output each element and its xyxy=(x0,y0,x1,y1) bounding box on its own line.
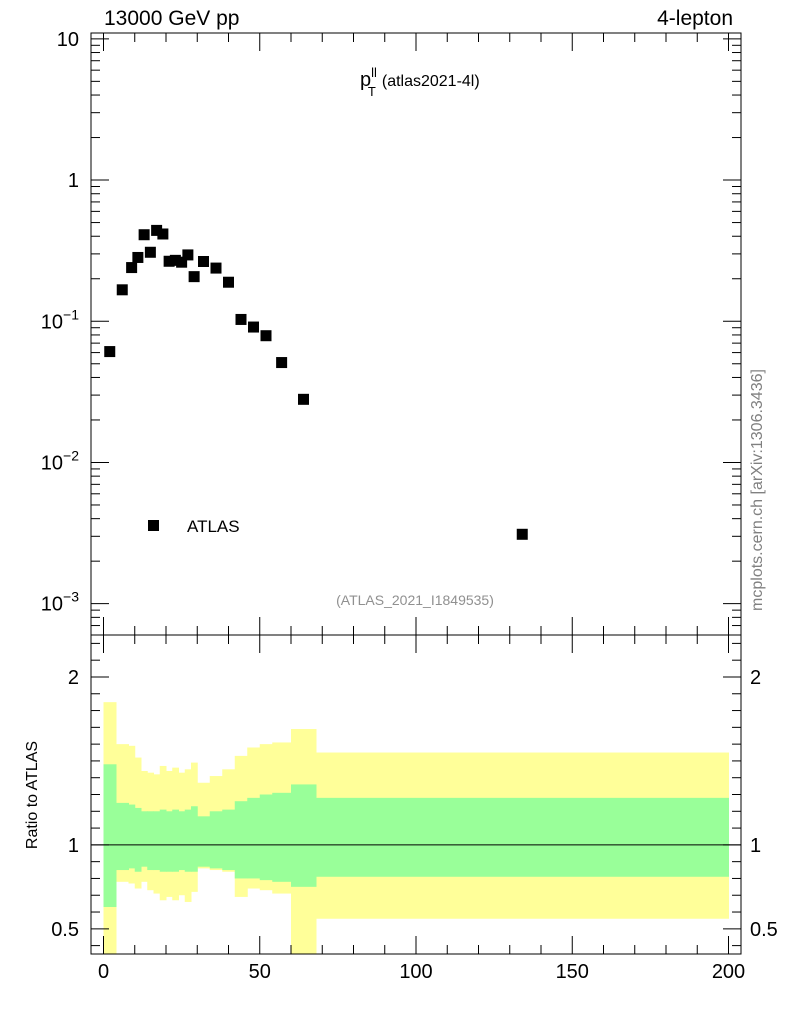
ratio-panel-frame xyxy=(90,634,742,955)
legend-marker-atlas xyxy=(148,520,159,531)
data-point-atlas xyxy=(210,262,222,274)
data-point-atlas xyxy=(182,249,194,261)
legend: ATLAS xyxy=(148,517,240,536)
data-point-atlas xyxy=(126,262,138,274)
ratio-band-inner xyxy=(209,811,223,869)
data-point-atlas xyxy=(132,251,144,263)
y-tick-ratio-label-left: 2 xyxy=(68,667,79,689)
y-tick-label-base: 1 xyxy=(68,170,79,192)
y-tick-label-base: 10 xyxy=(57,29,79,51)
data-point-atlas xyxy=(116,284,128,296)
ratio-band-inner xyxy=(259,794,273,881)
main-panel-frame xyxy=(90,32,742,636)
data-point-atlas xyxy=(223,276,234,288)
ratio-band-inner xyxy=(166,811,173,872)
data-point-atlas xyxy=(157,228,169,240)
ratio-band-inner xyxy=(291,784,317,887)
x-tick-label: 200 xyxy=(712,961,745,983)
data-point-atlas xyxy=(516,528,528,540)
y-tick-label-exponent: −1 xyxy=(63,306,79,322)
ratio-band-inner xyxy=(234,801,248,879)
ratio-band-inner xyxy=(178,811,186,871)
ratio-band-inner xyxy=(134,807,142,872)
data-point-atlas xyxy=(138,229,150,241)
y-tick-ratio-label-left: 1 xyxy=(68,835,79,857)
y-tick-label: 10 xyxy=(57,29,79,51)
data-point-atlas xyxy=(188,271,200,283)
ratio-band-inner xyxy=(141,811,148,867)
ratio-band-inner xyxy=(222,809,236,871)
y-tick-label-base: 10 xyxy=(41,452,63,474)
x-tick-label: 100 xyxy=(399,961,432,983)
y-tick-ratio-label-right: 0.5 xyxy=(750,919,778,941)
ratio-band-inner xyxy=(159,809,167,872)
y-tick-label-base: 10 xyxy=(41,311,63,333)
ratio-band-inner xyxy=(184,809,192,872)
y-tick-ratio-label-right: 1 xyxy=(750,835,761,857)
legend-label-atlas: ATLAS xyxy=(187,517,240,536)
y-tick-label: 10−1 xyxy=(41,306,79,333)
analysis-id-watermark: (ATLAS_2021_I1849535) xyxy=(336,592,494,608)
ratio-band-inner xyxy=(116,802,129,871)
data-point-atlas xyxy=(298,393,309,405)
ratio-band-inner xyxy=(128,804,136,869)
data-point-atlas xyxy=(176,256,188,268)
data-points-layer xyxy=(104,224,528,540)
ratio-bands-layer xyxy=(103,702,729,954)
ratio-band-inner xyxy=(197,816,211,867)
y-tick-ratio-label-left: 0.5 xyxy=(51,919,79,941)
x-tick-label: 150 xyxy=(556,961,589,983)
y-tick-label: 1 xyxy=(68,170,79,192)
y-tick-label-base: 10 xyxy=(41,594,63,616)
title-suffix: (atlas2021-4l) xyxy=(382,73,480,90)
title-superscript: ll xyxy=(371,65,377,80)
title-main: p xyxy=(360,69,371,91)
header-channel-label: 4-lepton xyxy=(657,7,733,30)
y-tick-label-exponent: −3 xyxy=(63,589,79,605)
ratio-band-inner xyxy=(103,764,117,907)
y-tick-ratio-label-right: 2 xyxy=(750,667,761,689)
ratio-band-inner xyxy=(172,809,179,872)
y-tick-label: 10−2 xyxy=(41,447,79,474)
data-point-atlas xyxy=(163,255,175,267)
ratio-band-inner xyxy=(272,792,292,882)
x-tick-label: 0 xyxy=(98,961,109,983)
ratio-y-axis-label: Ratio to ATLAS xyxy=(24,741,41,849)
data-point-atlas xyxy=(260,330,272,342)
title-subscript: T xyxy=(368,84,376,99)
ratio-band-inner xyxy=(247,797,261,879)
data-point-atlas xyxy=(235,313,247,325)
data-point-atlas xyxy=(248,321,259,333)
header-energy-label: 13000 GeV pp xyxy=(104,7,240,30)
data-point-atlas xyxy=(104,346,116,358)
ratio-band-inner xyxy=(316,797,729,877)
data-point-atlas xyxy=(144,246,156,258)
data-point-atlas xyxy=(151,224,163,236)
data-point-atlas xyxy=(276,357,288,369)
data-point-atlas xyxy=(198,255,209,267)
ratio-band-inner xyxy=(191,806,198,872)
y-tick-label: 10−3 xyxy=(41,589,79,616)
x-tick-label: 50 xyxy=(249,961,271,983)
plot-title: pll T (atlas2021-4l) xyxy=(360,65,480,99)
data-point-atlas xyxy=(169,254,181,266)
y-tick-label-exponent: −2 xyxy=(63,447,79,463)
ratio-band-inner xyxy=(147,811,154,871)
ratio-band-inner xyxy=(153,811,161,871)
